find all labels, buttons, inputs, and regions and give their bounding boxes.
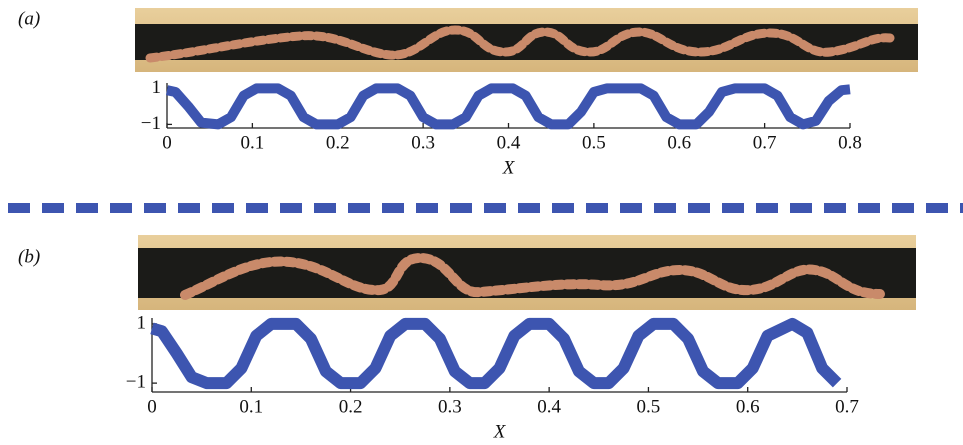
photo-b xyxy=(138,235,916,310)
panel-label: (a) xyxy=(18,8,40,29)
y-tick-label: −1 xyxy=(126,371,146,392)
x-tick-label: 0.1 xyxy=(239,396,263,417)
x-tick-label: 0 xyxy=(147,396,157,417)
x-tick-label: 0.3 xyxy=(411,132,435,153)
data-line xyxy=(167,88,850,124)
x-tick-label: 0.7 xyxy=(835,396,859,417)
y-tick-label: 1 xyxy=(137,312,147,333)
x-tick-label: 0.4 xyxy=(537,396,561,417)
x-tick-label: 0.3 xyxy=(438,396,462,417)
x-tick-label: 0.7 xyxy=(753,132,777,153)
x-tick-label: 0.5 xyxy=(582,132,606,153)
x-tick-label: 0.4 xyxy=(497,132,521,153)
y-tick-label: 1 xyxy=(152,77,162,98)
photo-a xyxy=(135,8,918,72)
x-tick-label: 0.8 xyxy=(838,132,862,153)
x-tick-label: 0.2 xyxy=(339,396,363,417)
x-tick-label: 0.2 xyxy=(326,132,350,153)
data-line xyxy=(152,324,837,383)
x-tick-label: 0.5 xyxy=(637,396,661,417)
figure: (a) 0 0.1 0.2 0.3 0.4 0.5 0.6 0.7 0.8 −1 1 X (b) 0 0.1 0… xyxy=(0,0,963,445)
x-tick-label: 0.6 xyxy=(736,396,760,417)
x-tick-label: 0.1 xyxy=(241,132,265,153)
x-tick-label: 0 xyxy=(162,132,172,153)
x-axis-label: X xyxy=(502,157,516,178)
panel-label: (b) xyxy=(18,246,40,267)
x-tick-label: 0.6 xyxy=(667,132,691,153)
x-axis-label: X xyxy=(493,421,507,442)
y-tick-label: −1 xyxy=(141,113,161,134)
